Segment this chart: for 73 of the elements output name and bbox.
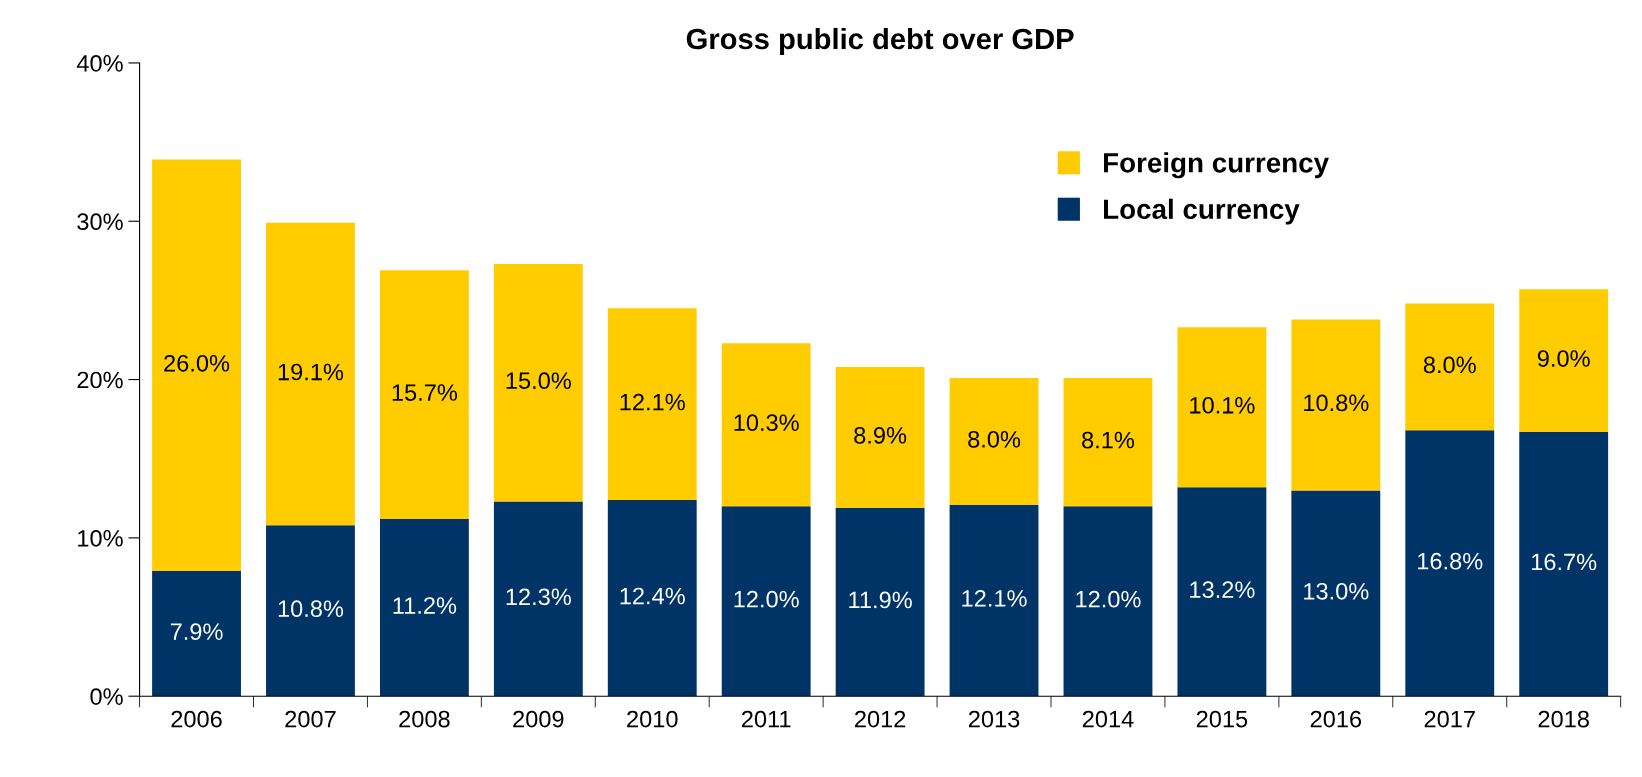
x-tick-label: 2014 bbox=[1082, 710, 1134, 728]
data-label: 7.9% bbox=[170, 623, 223, 640]
data-label: 16.7% bbox=[1532, 553, 1597, 571]
x-tick-label: 2013 bbox=[968, 710, 1020, 728]
data-label: 15.7% bbox=[392, 384, 458, 401]
bar bbox=[152, 159, 241, 572]
data-label: 8.1% bbox=[1082, 431, 1135, 449]
bar bbox=[1063, 506, 1153, 697]
data-label: 12.0% bbox=[734, 590, 799, 608]
data-label: 9.0% bbox=[1537, 350, 1590, 367]
x-tick-label: 2018 bbox=[1538, 710, 1589, 728]
x-tick-label: 2016 bbox=[1310, 710, 1362, 728]
x-tick-label: 2011 bbox=[741, 710, 791, 728]
x-tick-label: 2006 bbox=[171, 710, 222, 728]
bar bbox=[1519, 289, 1609, 432]
y-tick-label: 40% bbox=[76, 55, 123, 72]
bar bbox=[493, 501, 583, 697]
bar bbox=[835, 507, 925, 697]
bar bbox=[949, 377, 1039, 505]
x-tick-label: 2009 bbox=[513, 710, 564, 728]
data-label: 19.1% bbox=[278, 363, 344, 381]
bar bbox=[1291, 319, 1381, 491]
bar bbox=[1405, 303, 1495, 431]
bar bbox=[949, 504, 1039, 697]
bar bbox=[379, 518, 469, 697]
chart-title: Gross public debt over GDP bbox=[686, 27, 1074, 56]
bar bbox=[607, 499, 697, 697]
data-label: 10.8% bbox=[278, 600, 344, 618]
data-label: 12.3% bbox=[506, 588, 571, 606]
bar bbox=[1291, 490, 1381, 697]
bar bbox=[379, 270, 469, 519]
data-label: 11.2% bbox=[393, 597, 457, 614]
bar bbox=[835, 366, 925, 508]
data-label: 10.8% bbox=[1304, 394, 1369, 412]
bar bbox=[1519, 431, 1609, 697]
data-label: 8.0% bbox=[968, 430, 1021, 448]
data-label: 12.4% bbox=[620, 587, 685, 605]
bar bbox=[721, 343, 811, 507]
data-label: 13.2% bbox=[1190, 581, 1255, 599]
x-tick-label: 2015 bbox=[1196, 710, 1248, 728]
bar bbox=[1177, 327, 1267, 488]
y-tick-label: 0% bbox=[90, 688, 123, 705]
data-label: 26.0% bbox=[164, 354, 230, 372]
y-tick-label: 10% bbox=[78, 529, 123, 547]
y-tick-label: 20% bbox=[77, 371, 123, 389]
data-label: 8.0% bbox=[1423, 356, 1476, 374]
data-label: 12.1% bbox=[962, 590, 1027, 607]
data-label: 15.0% bbox=[506, 372, 571, 390]
bar bbox=[266, 525, 355, 697]
data-label: 8.9% bbox=[854, 426, 907, 444]
x-tick-label: 2008 bbox=[399, 710, 450, 728]
x-tick-label: 2012 bbox=[855, 710, 906, 728]
x-tick-label: 2010 bbox=[627, 710, 678, 728]
y-tick-label: 30% bbox=[77, 213, 123, 231]
bar bbox=[1405, 430, 1495, 697]
data-label: 10.1% bbox=[1190, 396, 1255, 414]
bar bbox=[266, 222, 355, 526]
bar bbox=[1063, 377, 1153, 507]
legend-label: Local currency bbox=[1104, 198, 1300, 225]
bar bbox=[607, 308, 697, 500]
bar bbox=[1177, 487, 1267, 697]
data-label: 16.8% bbox=[1418, 552, 1483, 570]
x-tick-label: 2007 bbox=[285, 710, 336, 728]
x-tick-label: 2017 bbox=[1424, 710, 1475, 728]
bar bbox=[721, 506, 811, 697]
data-label: 12.0% bbox=[1076, 590, 1141, 608]
data-label: 10.3% bbox=[734, 414, 799, 432]
data-label: 11.9% bbox=[849, 591, 912, 609]
data-label: 12.1% bbox=[620, 393, 685, 411]
legend-label: Foreign currency bbox=[1104, 152, 1329, 179]
bar bbox=[152, 571, 241, 697]
data-label: 13.0% bbox=[1304, 582, 1369, 600]
bar bbox=[493, 264, 583, 502]
